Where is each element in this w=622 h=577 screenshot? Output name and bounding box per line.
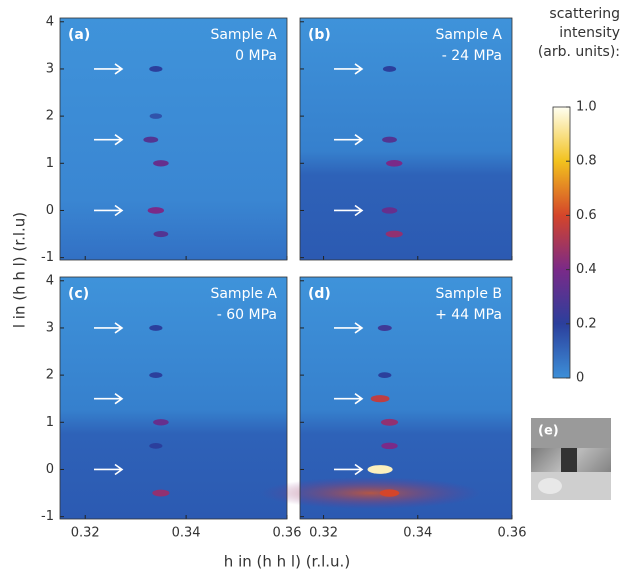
- pressure-label: + 44 MPa: [435, 307, 502, 323]
- bragg-peak: [152, 489, 170, 497]
- inset-label: (e): [538, 424, 559, 439]
- y-tick-label: 4: [46, 14, 54, 29]
- x-axis-label: h in (h h l) (r.l.u.): [224, 553, 350, 571]
- arrow: [334, 134, 364, 146]
- panel: -1 0 1 2 3 4 0.32 0.34 0.36 (c) Sample A - 60 MPa: [41, 273, 301, 540]
- pressure-label: - 24 MPa: [442, 48, 502, 64]
- colorbar-tick-label: 0: [576, 371, 584, 386]
- arrow: [94, 393, 124, 405]
- colorbar-tick-label: 0.8: [576, 154, 597, 169]
- y-tick-label: 2: [46, 109, 54, 124]
- panel-label: (b): [308, 27, 331, 43]
- sample-label: Sample A: [435, 27, 502, 43]
- bragg-peak: [149, 372, 163, 379]
- bragg-peak: [149, 442, 163, 449]
- bragg-peak: [382, 66, 397, 72]
- bragg-peak: [385, 230, 403, 238]
- bragg-peak: [367, 465, 393, 474]
- arrow: [334, 393, 364, 405]
- colorbar-title: scattering: [549, 6, 620, 22]
- inset-photo: (e): [531, 418, 611, 500]
- bragg-peak: [153, 160, 169, 167]
- y-tick-label: 3: [46, 320, 54, 335]
- arrow: [94, 204, 124, 217]
- y-tick-label: 0: [46, 462, 54, 477]
- panel-label: (c): [68, 286, 89, 302]
- colorbar-tick-label: 0.2: [576, 316, 597, 331]
- y-tick-label: 1: [46, 415, 54, 430]
- arrow: [334, 204, 364, 217]
- bragg-peak: [379, 489, 400, 497]
- panel-frame: [299, 17, 513, 261]
- panel: 0.32 0.34 0.36 (d) Sample B + 44 MPa: [260, 276, 527, 541]
- x-tick-label: 0.36: [498, 526, 527, 541]
- x-tick-label: 0.32: [309, 526, 338, 541]
- panel-frame: [59, 17, 288, 261]
- colorbar-title: (arb. units):: [538, 44, 620, 60]
- arrow: [334, 322, 364, 334]
- panel: -1 0 1 2 3 4 (a) Sample A 0 MPa: [41, 14, 288, 265]
- y-tick-label: 4: [46, 273, 54, 288]
- bragg-peak: [380, 418, 399, 426]
- y-tick-label: -1: [41, 250, 54, 265]
- bragg-peak: [378, 372, 392, 379]
- diffuse-glow: [260, 477, 481, 510]
- y-tick-label: 2: [46, 368, 54, 383]
- bragg-peak: [382, 136, 397, 143]
- colorbar-tick-label: 0.6: [576, 208, 597, 223]
- x-tick-label: 0.32: [71, 526, 100, 541]
- panel: (b) Sample A - 24 MPa: [299, 17, 513, 261]
- arrow: [334, 463, 364, 476]
- colorbar: [552, 106, 571, 379]
- x-tick-label: 0.34: [172, 526, 201, 541]
- x-tick-label: 0.36: [273, 526, 302, 541]
- bragg-peak: [147, 207, 165, 214]
- y-tick-label: -1: [41, 509, 54, 524]
- arrow: [94, 322, 124, 334]
- arrow: [94, 63, 124, 75]
- sample-label: Sample A: [210, 27, 277, 43]
- bragg-peak: [153, 230, 169, 238]
- panel-label: (d): [308, 286, 331, 302]
- pressure-label: - 60 MPa: [217, 307, 277, 323]
- bragg-peak: [143, 136, 159, 143]
- bragg-peak: [149, 113, 163, 119]
- bragg-peak: [149, 66, 163, 72]
- y-tick-label: 3: [46, 61, 54, 76]
- arrow: [94, 134, 124, 146]
- sample-label: Sample A: [210, 286, 277, 302]
- colorbar-title: intensity: [559, 25, 620, 41]
- colorbar-tick-label: 1.0: [576, 100, 597, 115]
- x-tick-label: 0.34: [403, 526, 432, 541]
- bragg-peak: [386, 159, 403, 167]
- bragg-peak: [370, 395, 390, 403]
- panel-frame: [299, 276, 513, 520]
- bragg-peak: [149, 325, 163, 331]
- arrow: [94, 463, 124, 476]
- panel-label: (a): [68, 27, 90, 43]
- pressure-label: 0 MPa: [235, 48, 277, 64]
- bragg-peak: [377, 324, 392, 331]
- y-tick-label: 1: [46, 156, 54, 171]
- arrow: [334, 63, 364, 75]
- y-tick-label: 0: [46, 203, 54, 218]
- bragg-peak: [381, 442, 398, 450]
- sample-label: Sample B: [435, 286, 502, 302]
- colorbar-tick-label: 0.4: [576, 262, 597, 277]
- panel-frame: [59, 276, 288, 520]
- bragg-peak: [153, 419, 169, 426]
- bragg-peak: [381, 207, 398, 214]
- y-axis-label: l in (h h l) (r.l.u): [11, 212, 29, 328]
